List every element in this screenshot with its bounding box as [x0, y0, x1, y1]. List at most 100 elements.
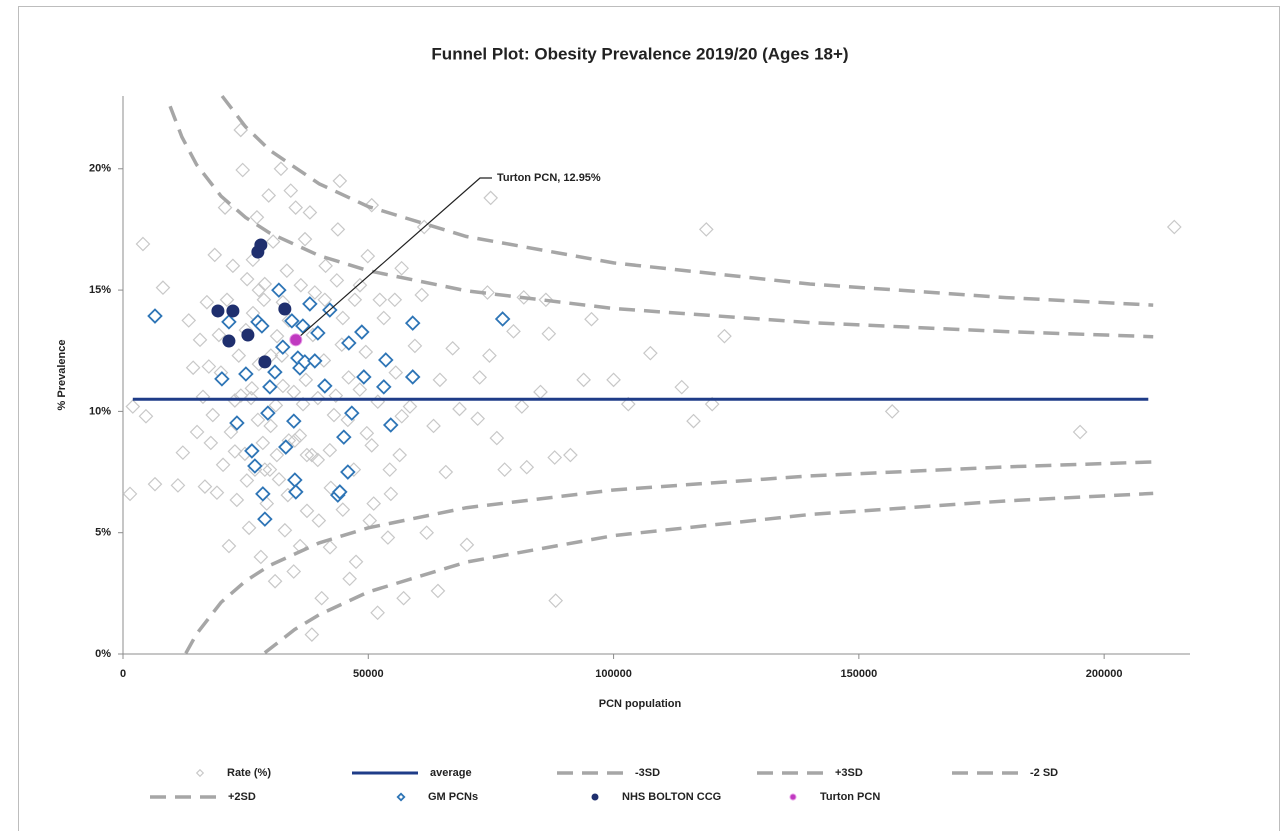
data-point — [250, 412, 266, 428]
data-point — [239, 271, 255, 287]
data-point — [225, 258, 241, 274]
data-point — [394, 408, 410, 424]
data-point — [538, 292, 554, 308]
data-point — [181, 313, 197, 328]
data-point — [254, 238, 268, 252]
data-point — [419, 525, 435, 541]
data-point — [283, 183, 299, 198]
data-point — [304, 627, 320, 642]
data-point — [241, 328, 255, 342]
y-tick-label: 5% — [95, 527, 111, 539]
data-point — [606, 372, 621, 388]
data-point — [229, 415, 245, 431]
data-point — [192, 332, 208, 348]
data-point — [199, 294, 215, 310]
data-point — [372, 292, 388, 308]
data-point — [317, 378, 333, 394]
data-point — [704, 396, 720, 412]
data-point — [249, 209, 265, 225]
data-point — [299, 503, 315, 519]
data-point — [205, 407, 221, 423]
data-point — [147, 308, 163, 324]
data-point — [279, 263, 295, 279]
data-point — [287, 433, 303, 448]
data-point — [360, 248, 376, 264]
data-point — [229, 492, 245, 508]
data-point — [231, 348, 247, 363]
data-point — [267, 364, 283, 380]
data-point — [378, 352, 394, 368]
data-point — [402, 399, 418, 414]
data-point — [376, 310, 392, 326]
data-point — [221, 538, 237, 554]
data-point — [341, 335, 357, 351]
data-point — [322, 539, 338, 555]
data-point — [302, 296, 318, 312]
data-point — [382, 462, 398, 477]
data-point — [289, 333, 303, 347]
legend-label: -2 SD — [1030, 767, 1058, 779]
data-point — [329, 273, 345, 288]
data-point — [497, 462, 513, 477]
data-point — [195, 389, 211, 405]
data-point — [262, 462, 278, 477]
data-point — [211, 304, 225, 318]
data-point — [310, 452, 326, 468]
data-point — [287, 472, 303, 488]
control-limit-line — [184, 460, 1154, 655]
data-point — [288, 200, 304, 215]
data-point — [269, 447, 285, 463]
data-point — [275, 339, 291, 355]
data-point — [307, 353, 323, 369]
data-point — [122, 486, 138, 502]
data-point — [348, 554, 364, 570]
data-point — [347, 292, 363, 308]
data-point — [175, 445, 191, 460]
data-point — [394, 260, 409, 276]
data-point — [255, 435, 271, 451]
data-point — [340, 464, 356, 480]
data-point — [233, 388, 249, 403]
data-point — [227, 444, 243, 459]
data-point — [251, 282, 267, 298]
data-point — [239, 473, 255, 488]
data-point — [295, 318, 311, 334]
data-point — [519, 459, 535, 475]
data-point — [295, 396, 311, 412]
data-point — [268, 397, 284, 413]
data-point — [259, 496, 275, 511]
chart-title: Funnel Plot: Obesity Prevalence 2019/20 … — [431, 44, 848, 63]
data-point — [185, 360, 201, 376]
data-point — [258, 355, 272, 369]
legend-label: Turton PCN — [820, 791, 880, 803]
data-point — [533, 384, 548, 400]
chart-border — [18, 6, 1280, 831]
data-point — [352, 382, 368, 397]
data-point — [620, 396, 636, 412]
data-point — [459, 537, 475, 553]
data-point — [125, 399, 141, 414]
data-point — [1072, 424, 1088, 440]
legend-label: NHS BOLTON CCG — [622, 791, 721, 803]
data-point — [341, 370, 357, 385]
data-point — [215, 457, 231, 473]
data-point — [256, 292, 272, 308]
data-point — [275, 378, 291, 394]
data-point — [271, 282, 287, 298]
data-point — [366, 496, 382, 511]
data-point — [147, 476, 163, 492]
data-point — [506, 323, 521, 339]
y-tick-label: 20% — [89, 163, 111, 175]
data-point — [482, 348, 497, 363]
data-point — [226, 304, 240, 318]
data-point — [717, 328, 732, 344]
annotation-label: Turton PCN, 12.95% — [497, 172, 601, 184]
legend-label: average — [430, 767, 472, 779]
data-point — [452, 401, 467, 417]
data-point — [382, 417, 399, 433]
data-point — [310, 325, 326, 341]
data-point — [299, 447, 315, 463]
data-point — [286, 564, 302, 579]
data-point — [407, 338, 423, 354]
